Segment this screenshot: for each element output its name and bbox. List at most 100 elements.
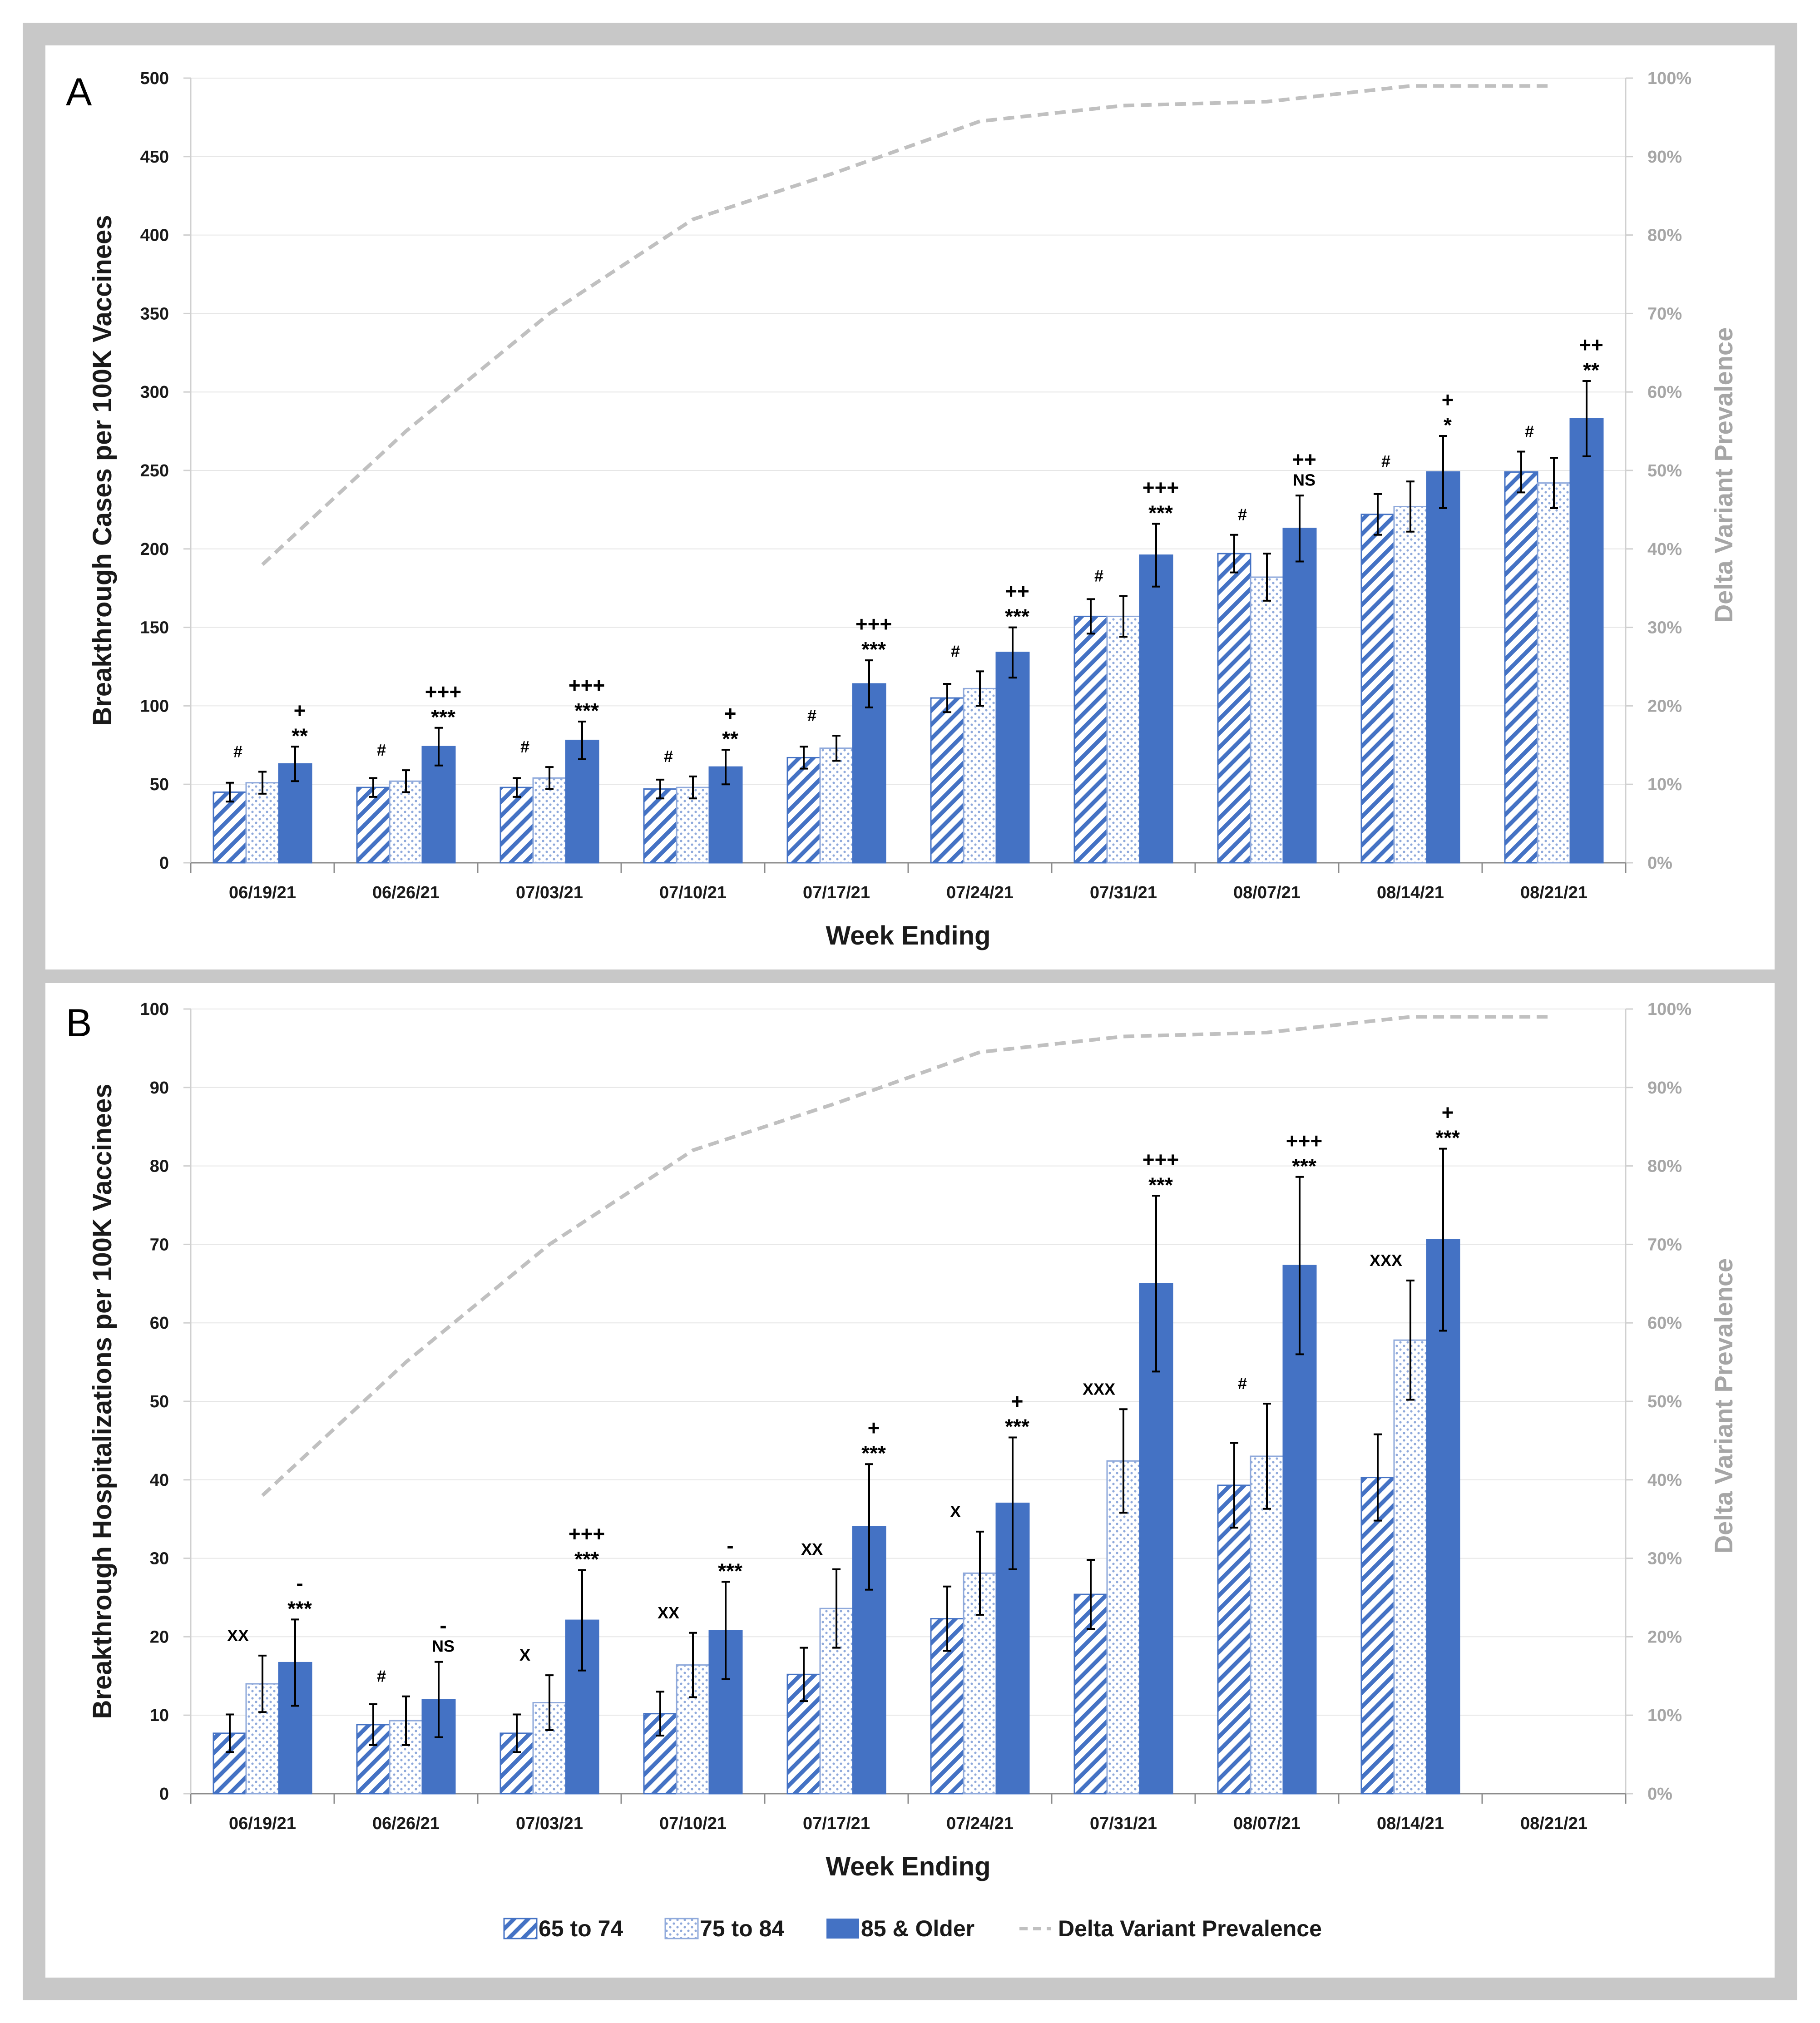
bar-85-older [1569,418,1604,864]
y2-tick-label: 10% [1647,775,1682,794]
bar-75-84 [819,747,854,864]
x-tick-label: 07/31/21 [1090,883,1157,902]
x-tick-label: 07/24/21 [946,883,1014,902]
significance-plus: +++ [1142,476,1179,500]
significance-stars: ** [292,724,308,747]
bar-75-84 [245,782,280,864]
y-axis-title: Breakthrough Cases per 100K Vaccinees [88,215,117,726]
bar-75-84 [1250,576,1284,864]
significance-label: # [951,642,960,660]
bar-75-84 [1250,1455,1284,1795]
y-tick-label: 450 [140,148,169,167]
bar-65-74 [930,697,964,864]
significance-stars: *** [287,1597,312,1620]
y2-tick-label: 90% [1647,1078,1682,1098]
y2-tick-label: 70% [1647,304,1682,323]
y2-tick-label: 80% [1647,1157,1682,1176]
panel-a-background [45,45,1775,969]
y-tick-label: 400 [140,226,169,245]
significance-plus: + [1011,1389,1024,1413]
x-tick-label: 08/21/21 [1520,1814,1588,1833]
y2-tick-label: 20% [1647,697,1682,716]
bar-65-74 [1217,1484,1251,1795]
significance-stars: *** [1005,605,1029,628]
bar-65-74 [786,757,821,864]
significance-label: # [377,1667,386,1686]
bar-75-84 [1537,482,1571,864]
significance-plus: + [1442,1101,1454,1124]
significance-stars: *** [431,705,455,729]
significance-stars: * [1444,413,1452,437]
x-tick-label: 06/26/21 [372,883,440,902]
significance-plus: +++ [569,1522,605,1546]
y-tick-label: 50 [150,1392,169,1411]
legend-swatch-85-older [826,1919,859,1939]
bar-85-older [995,652,1030,864]
significance-plus: + [868,1416,880,1439]
x-tick-label: 08/14/21 [1377,1814,1444,1833]
y-tick-label: 30 [150,1549,169,1568]
y-tick-label: 150 [140,618,169,638]
y-tick-label: 50 [150,775,169,794]
legend: 65 to 74 75 to 84 85 & Older Delta Varia… [503,1916,1322,1941]
significance-stars: *** [574,1548,599,1571]
x-tick-label: 07/03/21 [516,1814,583,1833]
bar-85-older [1426,471,1460,864]
delta-prevalence-line [261,1015,1554,1497]
bar-85-older [565,739,599,864]
significance-label: # [1094,566,1103,585]
significance-label: X [519,1646,530,1664]
bar-65-74 [356,786,391,864]
y2-tick-label: 90% [1647,148,1682,167]
significance-stars: *** [1435,1126,1460,1150]
significance-label: # [520,737,529,756]
y2-tick-label: 80% [1647,226,1682,245]
y-tick-label: 350 [140,304,169,323]
significance-label: # [1238,505,1247,524]
significance-label: XXX [1083,1380,1115,1398]
y-tick-label: 60 [150,1314,169,1333]
panel-b-background [45,983,1775,1978]
bar-75-84 [676,786,710,864]
y2-tick-label: 40% [1647,540,1682,559]
bar-65-74 [1504,471,1538,864]
x-tick-label: 07/24/21 [946,1814,1014,1833]
significance-stars: *** [1005,1415,1029,1438]
significance-label: XXX [1370,1251,1402,1270]
x-tick-label: 07/31/21 [1090,1814,1157,1833]
y2-tick-label: 0% [1647,1785,1672,1804]
y2-tick-label: 0% [1647,854,1672,873]
significance-plus: ++ [1292,447,1316,471]
significance-label: X [950,1502,961,1521]
legend-label-65-74: 65 to 74 [539,1916,623,1941]
significance-stars: *** [574,699,599,722]
significance-label: # [1525,422,1534,441]
y2-tick-label: 100% [1647,1000,1691,1019]
significance-label: XX [658,1603,679,1622]
x-tick-label: 07/10/21 [659,1814,727,1833]
significance-stars: NS [432,1637,455,1656]
x-tick-label: 07/17/21 [803,883,870,902]
legend-label-delta: Delta Variant Prevalence [1058,1916,1322,1941]
x-tick-label: 06/19/21 [229,883,296,902]
y-axis-title: Breakthrough Hospitalizations per 100K V… [88,1084,117,1719]
y-tick-label: 300 [140,383,169,402]
significance-plus: +++ [425,680,462,703]
x-tick-label: 08/21/21 [1520,883,1588,902]
panel-letter: A [66,70,92,114]
significance-stars: *** [1148,1173,1173,1197]
significance-plus: +++ [1286,1129,1323,1152]
y-tick-label: 200 [140,540,169,559]
legend-label-85-older: 85 & Older [861,1916,974,1941]
significance-label: # [807,706,816,725]
bar-65-74 [213,791,247,864]
legend-label-75-84: 75 to 84 [700,1916,784,1941]
significance-stars: *** [1292,1154,1316,1178]
bar-75-84 [963,688,997,864]
legend-swatch-75-84 [664,1918,699,1939]
x-axis-title: Week Ending [826,921,990,950]
bar-75-84 [1393,1339,1428,1795]
significance-stars: *** [718,1559,742,1583]
delta-prevalence-line [261,84,1554,566]
significance-plus: - [296,1571,303,1595]
